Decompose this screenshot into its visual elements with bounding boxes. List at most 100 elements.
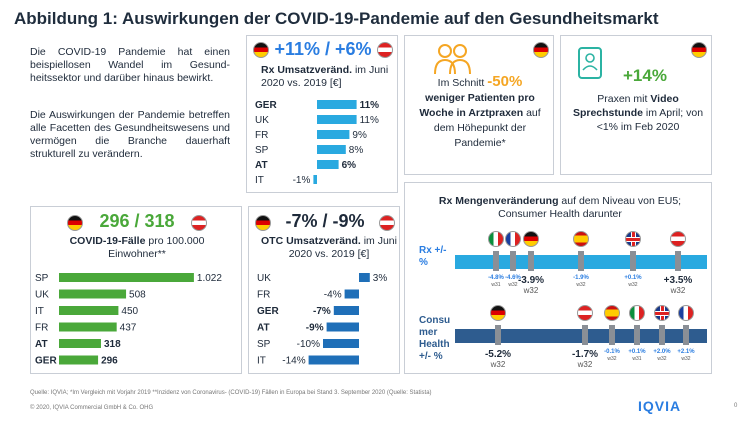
- marker-pin: [578, 251, 584, 271]
- copyright: © 2020, IQVIA Commercial GmbH & Co. OHG: [30, 405, 154, 411]
- volume-title-bold: Rx Mengenveränderung: [438, 195, 559, 207]
- category-label: AT: [255, 160, 268, 171]
- value-label: -1%: [293, 175, 311, 186]
- uk-flag-icon: [654, 305, 670, 321]
- bar: [359, 273, 370, 282]
- marker-pin: [659, 325, 665, 345]
- austria-flag-icon: [191, 215, 207, 231]
- marker-value: -1.9%: [573, 275, 589, 281]
- patients-prefix: Im Schnitt: [437, 77, 488, 89]
- video-text: Praxen mit Video Sprechstunde im April; …: [569, 92, 707, 134]
- marker-value: +0.1%: [628, 349, 646, 355]
- marker-value: +0.1%: [624, 275, 642, 281]
- value-label: -10%: [297, 339, 320, 350]
- marker-value: -3.9%: [517, 275, 545, 286]
- marker-value: -1.7%: [571, 349, 599, 360]
- category-label: GER: [257, 306, 279, 317]
- video-big: +14%: [623, 66, 667, 85]
- bar: [344, 289, 359, 299]
- intro-paragraph-2: Die Auswirkungen der Pandemie betreffen …: [30, 109, 230, 160]
- otc-subtitle: OTC Umsatzveränd. im Juni 2020 vs. 2019 …: [261, 235, 397, 261]
- covid-subtitle: COVID-19-Fälle pro 100.000 Einwohner**: [41, 235, 233, 261]
- marker-pin: [630, 251, 636, 271]
- marker-value: -0.1%: [604, 349, 620, 355]
- bar: [313, 175, 317, 184]
- value-label: 11%: [360, 115, 379, 126]
- video-consultation-card: +14% Praxen mit Video Sprechstunde im Ap…: [560, 35, 712, 175]
- germany-flag-icon: [253, 42, 269, 58]
- bar: [59, 322, 117, 332]
- page-number: 0: [734, 403, 738, 409]
- category-label: UK: [255, 115, 269, 126]
- bar: [317, 160, 339, 169]
- patients-icon: [434, 44, 471, 75]
- value-label: -4%: [324, 290, 342, 301]
- bar: [326, 322, 359, 332]
- marker-week: w32: [523, 286, 539, 295]
- patients-card: Im Schnitt -50% weniger Patienten pro Wo…: [404, 35, 554, 175]
- marker-pin: [609, 325, 615, 345]
- value-label: -9%: [306, 323, 324, 334]
- bar: [59, 306, 119, 315]
- bar: [317, 145, 346, 154]
- marker-pin: [528, 251, 534, 271]
- covid-subtitle-rest: pro 100.000 Einwohner**: [108, 235, 205, 260]
- value-label: -14%: [282, 356, 305, 367]
- category-label: FR: [257, 290, 270, 301]
- bar: [317, 130, 350, 139]
- marker-pin: [634, 325, 640, 345]
- austria-flag-icon: [379, 215, 395, 231]
- value-label: 8%: [349, 145, 364, 156]
- iqvia-logo: IQVIA: [638, 398, 682, 414]
- rx-band-label: Rx +/- %: [419, 245, 447, 268]
- footnote: Quelle: IQVIA; *Im Vergleich mit Vorjahr…: [30, 390, 432, 396]
- rx-revenue-card: +11% / +6% Rx Umsatzveränd. im Juni 2020…: [246, 35, 398, 193]
- italy-flag-icon: [488, 231, 504, 247]
- patients-bold: weniger Patienten pro Woche in Arztpraxe…: [419, 92, 535, 119]
- category-label: AT: [257, 323, 270, 334]
- germany-flag-icon: [533, 42, 549, 58]
- category-label: GER: [255, 100, 277, 111]
- category-label: UK: [257, 273, 271, 284]
- france-flag-icon: [678, 305, 694, 321]
- marker-week: w32: [607, 356, 617, 362]
- germany-flag-icon: [523, 231, 539, 247]
- value-label: 6%: [342, 160, 357, 171]
- ch-band: [455, 329, 707, 343]
- marker-pin: [683, 325, 689, 345]
- bar: [323, 339, 359, 348]
- category-label: UK: [35, 290, 49, 301]
- value-label: -7%: [313, 306, 331, 317]
- marker-week: w32: [681, 356, 691, 362]
- marker-week: w31: [632, 356, 642, 362]
- otc-subtitle-rest: im Juni 2020 vs. 2019 [€]: [288, 235, 397, 260]
- bar: [59, 273, 194, 282]
- category-label: SP: [257, 339, 271, 350]
- tablet-icon: [578, 47, 602, 79]
- covid-headline: 296 / 318: [99, 211, 175, 231]
- marker-pin: [582, 325, 588, 345]
- video-text-bold: Video Sprechstunde: [572, 93, 679, 119]
- austria-flag-icon: [377, 42, 393, 58]
- marker-value: +2.1%: [677, 349, 695, 355]
- otc-subtitle-bold: OTC Umsatzveränd.: [261, 235, 361, 247]
- marker-week: w32: [577, 360, 593, 369]
- category-label: SP: [255, 145, 269, 156]
- covid-bar-chart: SP 1.022 UK 508 IT 450 FR 437 AT 318 GER 296: [35, 273, 222, 367]
- category-label: IT: [35, 306, 44, 317]
- patients-text: Im Schnitt -50% weniger Patienten pro Wo…: [409, 74, 551, 151]
- category-label: IT: [257, 356, 266, 367]
- marker-pin: [510, 251, 516, 271]
- value-label: 9%: [352, 130, 367, 141]
- value-label: 3%: [373, 273, 388, 284]
- volume-title: Rx Mengenveränderung auf dem Niveau von …: [425, 195, 695, 221]
- category-label: FR: [255, 130, 268, 141]
- marker-week: w32: [657, 356, 667, 362]
- video-text-b: im April; von <1% im Feb 2020: [596, 107, 704, 133]
- rx-subtitle-bold: Rx Umsatzveränd.: [261, 64, 353, 76]
- austria-flag-icon: [577, 305, 593, 321]
- value-label: 296: [101, 356, 118, 367]
- spain-flag-icon: [604, 305, 620, 321]
- bar: [317, 100, 357, 109]
- value-label: 11%: [360, 100, 380, 111]
